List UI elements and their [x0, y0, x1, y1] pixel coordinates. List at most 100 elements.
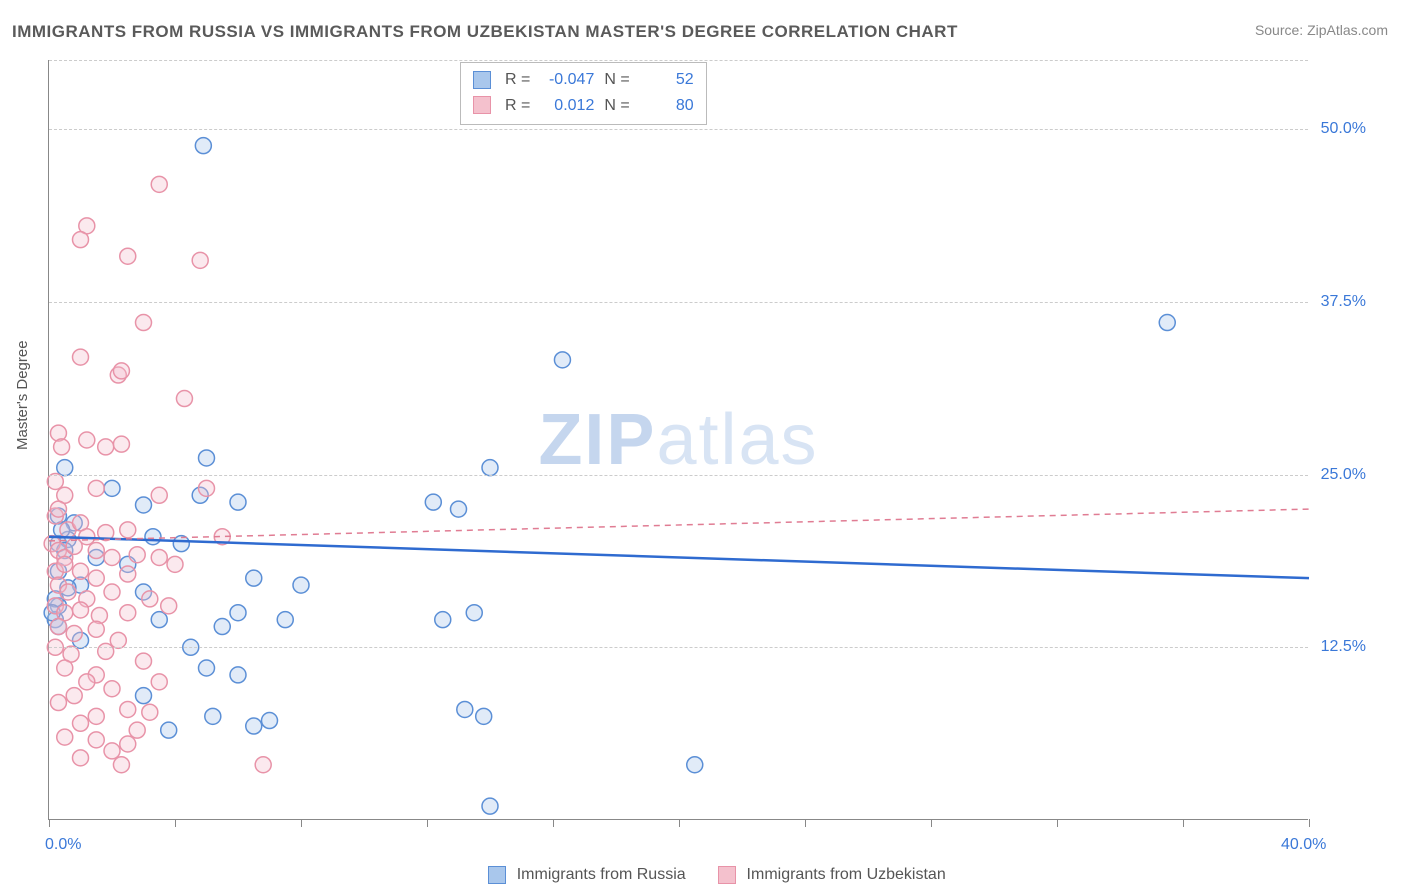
y-gridline: [49, 129, 1308, 130]
scatter-point: [199, 660, 215, 676]
scatter-point: [214, 619, 230, 635]
x-tick: [301, 819, 302, 827]
scatter-point: [66, 625, 82, 641]
stats-r-label: R =: [505, 67, 530, 93]
scatter-point: [120, 566, 136, 582]
x-tick: [679, 819, 680, 827]
scatter-point: [79, 674, 95, 690]
scatter-point: [230, 667, 246, 683]
y-tick-label: 37.5%: [1321, 293, 1366, 311]
scatter-point: [161, 722, 177, 738]
scatter-point: [293, 577, 309, 593]
stats-n-value-uzbekistan: 80: [640, 93, 694, 119]
scatter-point: [687, 757, 703, 773]
scatter-point: [136, 497, 152, 513]
scatter-point: [199, 450, 215, 466]
scatter-point: [466, 605, 482, 621]
scatter-point: [104, 480, 120, 496]
scatter-point: [47, 473, 63, 489]
scatter-point: [129, 547, 145, 563]
x-tick: [427, 819, 428, 827]
scatter-point: [104, 743, 120, 759]
scatter-point: [176, 391, 192, 407]
scatter-point: [167, 556, 183, 572]
scatter-point: [554, 352, 570, 368]
scatter-point: [435, 612, 451, 628]
scatter-point: [54, 439, 70, 455]
scatter-point: [73, 232, 89, 248]
scatter-point: [1159, 315, 1175, 331]
scatter-point: [482, 798, 498, 814]
legend-swatch-russia: [488, 866, 506, 884]
scatter-point: [66, 688, 82, 704]
scatter-point: [113, 436, 129, 452]
scatter-point: [246, 718, 262, 734]
stats-n-label: N =: [604, 93, 629, 119]
scatter-point: [50, 619, 66, 635]
scatter-point: [151, 549, 167, 565]
x-tick: [49, 819, 50, 827]
scatter-point: [151, 612, 167, 628]
scatter-point: [88, 480, 104, 496]
regression-line: [49, 509, 1309, 541]
scatter-point: [120, 701, 136, 717]
scatter-point: [98, 643, 114, 659]
stats-r-label: R =: [505, 93, 530, 119]
y-tick-label: 50.0%: [1321, 120, 1366, 138]
x-tick-label: 0.0%: [45, 836, 81, 854]
stats-n-value-russia: 52: [640, 67, 694, 93]
legend-label-russia: Immigrants from Russia: [517, 866, 686, 883]
scatter-point: [120, 248, 136, 264]
bottom-legend: Immigrants from Russia Immigrants from U…: [0, 866, 1406, 884]
x-tick: [805, 819, 806, 827]
scatter-point: [57, 729, 73, 745]
scatter-point: [262, 713, 278, 729]
y-axis-label: Master's Degree: [14, 340, 31, 450]
scatter-point: [73, 750, 89, 766]
scatter-point: [151, 176, 167, 192]
scatter-point: [230, 605, 246, 621]
scatter-point: [151, 674, 167, 690]
stats-legend-box: R = -0.047 N = 52 R = 0.012 N = 80: [460, 62, 707, 125]
x-tick: [1309, 819, 1310, 827]
scatter-point: [192, 252, 208, 268]
scatter-point: [120, 736, 136, 752]
scatter-point: [129, 722, 145, 738]
scatter-point: [113, 757, 129, 773]
scatter-point: [277, 612, 293, 628]
y-tick-label: 12.5%: [1321, 638, 1366, 656]
x-tick: [553, 819, 554, 827]
regression-line: [49, 537, 1309, 578]
scatter-point: [205, 708, 221, 724]
scatter-point: [88, 621, 104, 637]
scatter-point: [120, 605, 136, 621]
scatter-point: [136, 653, 152, 669]
scatter-point: [451, 501, 467, 517]
y-gridline: [49, 60, 1308, 61]
scatter-point: [425, 494, 441, 510]
scatter-point: [104, 549, 120, 565]
stats-row-russia: R = -0.047 N = 52: [473, 67, 694, 93]
scatter-point: [142, 704, 158, 720]
scatter-point: [88, 732, 104, 748]
chart-title: IMMIGRANTS FROM RUSSIA VS IMMIGRANTS FRO…: [12, 22, 958, 42]
stats-swatch-uzbekistan: [473, 96, 491, 114]
scatter-point: [104, 681, 120, 697]
scatter-point: [88, 570, 104, 586]
stats-r-value-uzbekistan: 0.012: [540, 93, 594, 119]
scatter-point: [246, 570, 262, 586]
scatter-point: [73, 602, 89, 618]
scatter-point: [79, 432, 95, 448]
scatter-point: [57, 556, 73, 572]
scatter-point: [50, 695, 66, 711]
stats-r-value-russia: -0.047: [540, 67, 594, 93]
scatter-point: [255, 757, 271, 773]
stats-row-uzbekistan: R = 0.012 N = 80: [473, 93, 694, 119]
legend-swatch-uzbekistan: [718, 866, 736, 884]
scatter-point: [57, 460, 73, 476]
scatter-point: [98, 439, 114, 455]
scatter-point: [457, 701, 473, 717]
scatter-point: [88, 543, 104, 559]
scatter-point: [161, 598, 177, 614]
scatter-point: [50, 501, 66, 517]
